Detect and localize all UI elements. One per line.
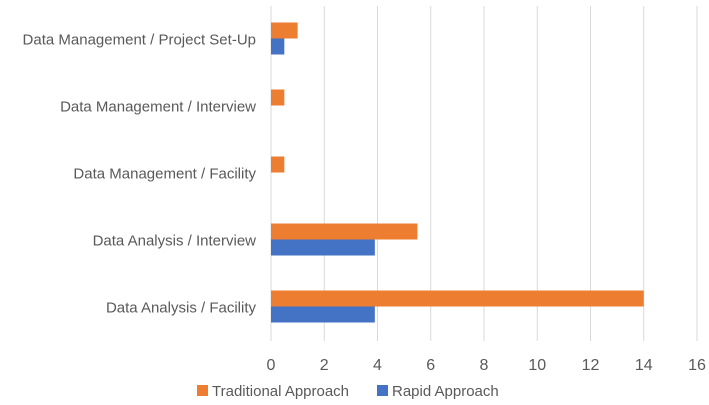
x-tick-label: 12 (582, 357, 600, 374)
category-label: Data Management / Facility (73, 166, 256, 183)
legend-label: Traditional Approach (212, 383, 349, 400)
category-label: Data Analysis / Interview (93, 233, 257, 250)
legend: Traditional Approach Rapid Approach (197, 383, 499, 400)
category-label: Data Management / Interview (60, 99, 256, 116)
legend-swatch (377, 385, 388, 396)
x-tick-label: 4 (373, 357, 382, 374)
category-label: Data Analysis / Facility (106, 300, 257, 317)
bar-traditional-approach (271, 22, 298, 39)
x-axis-tick-labels: 0 2 4 6 8 10 12 14 16 (267, 357, 706, 374)
legend-label: Rapid Approach (392, 383, 499, 400)
bar-rapid-approach (271, 38, 285, 55)
bar-traditional-approach (271, 156, 285, 173)
x-tick-label: 10 (528, 357, 546, 374)
category-labels: Data Management / Project Set-Up Data Man… (23, 32, 257, 317)
x-tick-label: 2 (320, 357, 329, 374)
x-tick-label: 8 (480, 357, 489, 374)
bar-rapid-approach (271, 239, 375, 256)
bar-rapid-approach (271, 306, 375, 323)
x-tick-label: 16 (688, 357, 706, 374)
x-tick-label: 0 (267, 357, 276, 374)
legend-swatch (197, 385, 208, 396)
bars-layer (271, 22, 644, 323)
bar-traditional-approach (271, 89, 285, 106)
x-tick-label: 6 (426, 357, 435, 374)
x-tick-label: 14 (635, 357, 653, 374)
bar-traditional-approach (271, 290, 644, 307)
grid-layer (270, 6, 698, 341)
category-label: Data Management / Project Set-Up (23, 32, 256, 49)
bar-traditional-approach (271, 223, 418, 240)
